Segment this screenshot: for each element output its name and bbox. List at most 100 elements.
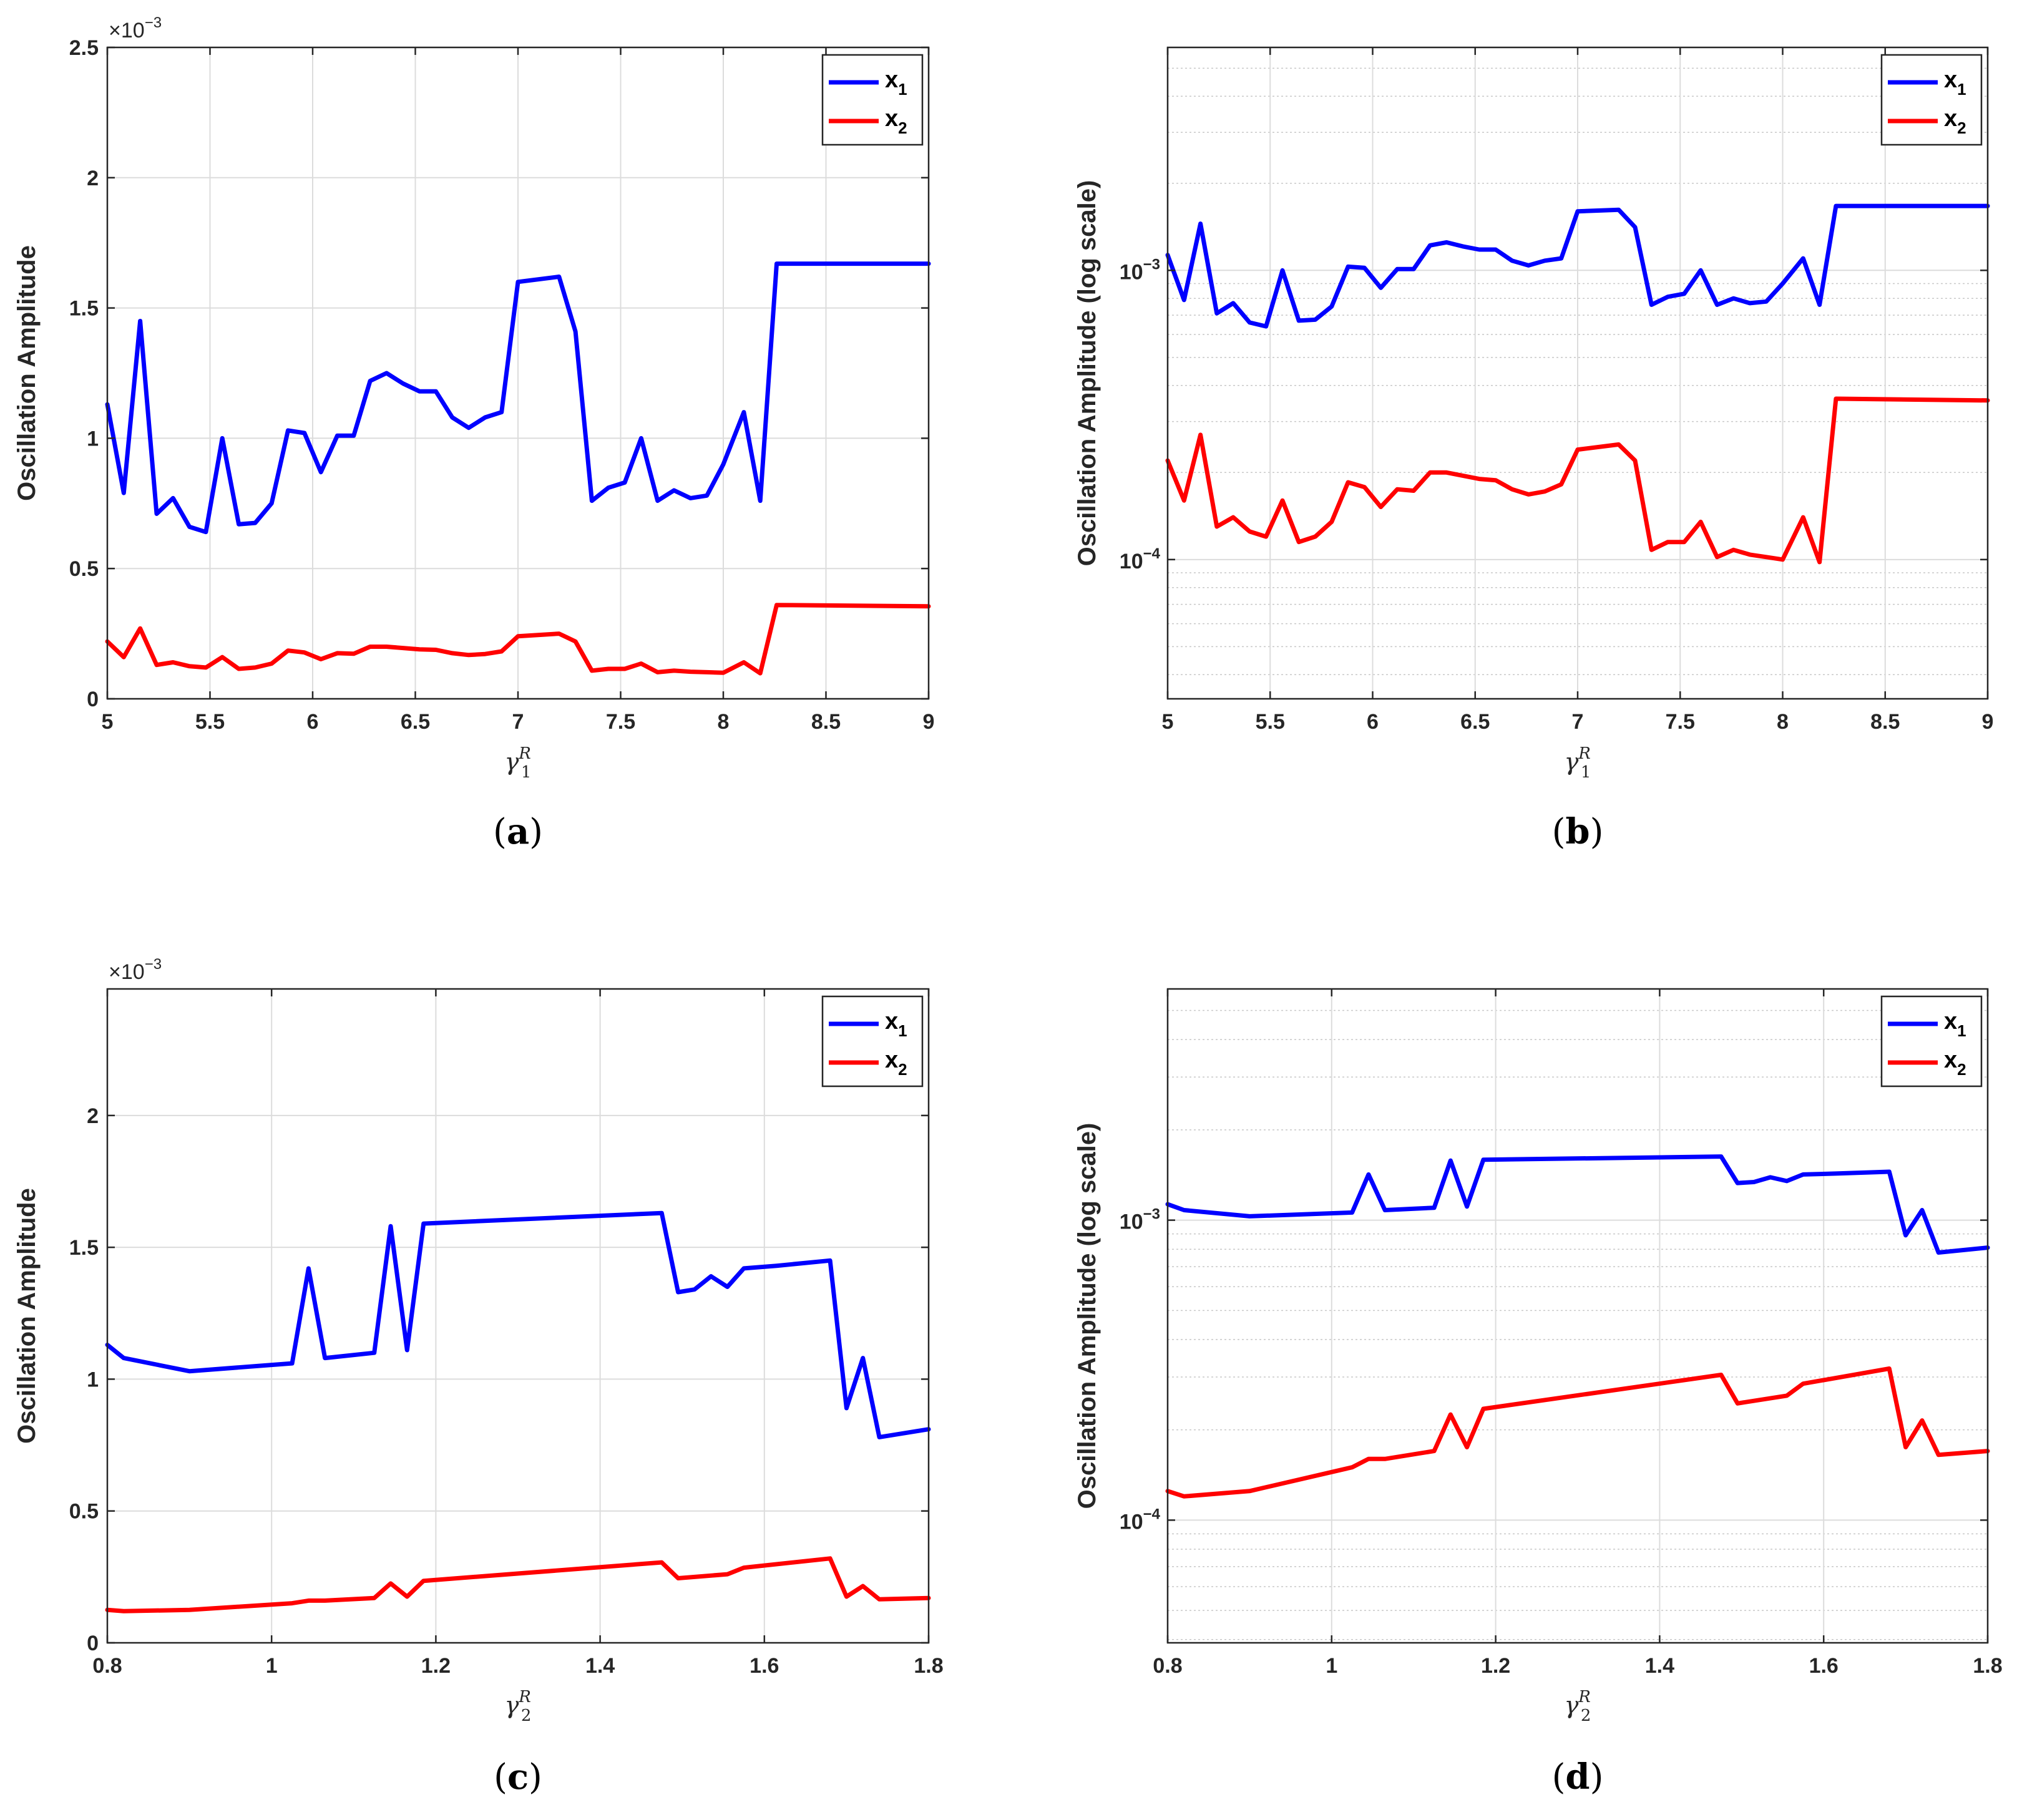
legend-label-x1: x1	[1944, 1008, 1966, 1040]
panel-paren-open: (	[1552, 1757, 1566, 1798]
x-tick-label: 5	[1162, 710, 1174, 734]
legend-label-x1: x1	[1944, 67, 1966, 99]
y-axis-label: Oscillation Amplitude	[13, 245, 41, 501]
x-tick-label: 1.8	[914, 1654, 943, 1678]
x-tick-label: 1.2	[421, 1654, 451, 1678]
x-tick-label: 8	[1777, 710, 1789, 734]
x-tick-label: 6.5	[1460, 710, 1490, 734]
panel-label: (c)	[494, 1756, 542, 1798]
y-tick-label: 0	[87, 1632, 99, 1655]
panel-paren-open: (	[1552, 812, 1566, 852]
y-tick-power: −4	[1143, 545, 1161, 562]
legend-label-x2: x2	[1944, 105, 1966, 137]
x-tick-label: 6.5	[401, 710, 430, 734]
legend-label-x2: x2	[885, 1047, 907, 1079]
series-line-x2	[105, 603, 931, 676]
y-axis-label: Oscillation Amplitude (log scale)	[1073, 1123, 1101, 1509]
panel-letter: a	[507, 811, 529, 852]
y-tick-base: 10	[1120, 550, 1143, 573]
x-tick-label: 1	[266, 1654, 278, 1678]
y-tick-label: 1	[87, 427, 99, 450]
plot-area	[107, 989, 929, 1643]
x-tick-label: 0.8	[1153, 1654, 1182, 1678]
legend-box	[821, 54, 924, 146]
legend-subscript: 1	[898, 80, 907, 99]
x-tick-label: 7	[512, 710, 524, 734]
legend-subscript: 2	[1957, 119, 1966, 137]
x-tick-label: 5.5	[1256, 710, 1285, 734]
axes-box	[1166, 988, 1989, 1644]
chart-panel-c: 0.8 1 1.2 1.4 1.6 1.8 0 0.5 1 1.5 2 ×10−3 Oscillatio…	[13, 956, 944, 1798]
x-axis-label: γR 1	[1565, 744, 1591, 782]
y-tick-label: 2	[87, 167, 99, 190]
x-axis-subscript: 1	[1581, 763, 1591, 782]
y-tick-label: 1.5	[69, 297, 99, 321]
y-tick-power: −3	[1143, 256, 1160, 273]
x-tick-label: 5	[102, 710, 114, 734]
y-tick-label: 10−3	[1120, 1206, 1160, 1234]
x-tick-label: 1.2	[1481, 1654, 1510, 1678]
y-exponent-label: ×10−3	[109, 956, 162, 984]
y-axis-label: Oscillation Amplitude (log scale)	[1073, 180, 1101, 567]
series-line-x2	[105, 1556, 931, 1613]
y-tick-label: 10−3	[1120, 256, 1160, 284]
y-tick-base: 10	[1120, 260, 1143, 284]
x-tick-label: 6	[307, 710, 319, 734]
x-tick-label: 7	[1572, 710, 1584, 734]
x-tick-label: 1.6	[750, 1654, 779, 1678]
x-axis-superscript: R	[518, 744, 531, 763]
series-line-x1	[105, 261, 931, 535]
panel-letter: c	[507, 1756, 529, 1798]
panel-label: (d)	[1552, 1756, 1604, 1798]
legend-label-x2: x2	[1944, 1047, 1966, 1079]
x-axis-symbol: γ	[1565, 748, 1579, 776]
legend-box	[1880, 54, 1983, 146]
series-line-x1	[1165, 203, 1990, 329]
x-tick-label: 1.8	[1973, 1654, 2002, 1678]
y-exponent-base: ×10	[109, 19, 145, 42]
x-tick-label: 0.8	[92, 1654, 122, 1678]
x-axis-symbol: γ	[505, 1691, 519, 1719]
series-line-x1	[105, 1210, 931, 1439]
legend: x1 x2	[1880, 995, 1983, 1088]
x-tick-label: 6	[1367, 710, 1379, 734]
x-tick-label: 9	[923, 710, 935, 734]
legend: x1 x2	[821, 54, 924, 146]
x-axis-superscript: R	[518, 1688, 531, 1706]
x-axis-superscript: R	[1578, 1688, 1591, 1706]
panel-letter: b	[1565, 811, 1590, 852]
legend-label-x1: x1	[885, 67, 907, 99]
panel-label: (b)	[1552, 811, 1604, 852]
y-exponent-power: −3	[145, 956, 162, 973]
legend-symbol: x	[885, 1047, 898, 1073]
panel-paren-open: (	[494, 1757, 507, 1798]
x-tick-label: 1	[1326, 1654, 1337, 1678]
x-tick-label: 1.4	[585, 1654, 615, 1678]
y-tick-label: 1	[87, 1368, 99, 1391]
y-tick-label: 10−4	[1120, 1506, 1161, 1534]
x-tick-label: 7.5	[1666, 710, 1695, 734]
legend-subscript: 2	[1957, 1060, 1966, 1079]
legend-label-x2: x2	[885, 105, 907, 137]
x-tick-label: 7.5	[606, 710, 635, 734]
x-axis-subscript: 2	[521, 1706, 532, 1725]
panel-paren-close: )	[529, 1757, 542, 1798]
legend-subscript: 1	[898, 1021, 907, 1040]
x-axis-label: γR 2	[505, 1688, 532, 1725]
panel-paren-open: (	[493, 812, 507, 852]
series-line-x2	[1165, 396, 1990, 565]
series-line-x2	[1165, 1366, 1990, 1499]
x-tick-label: 5.5	[195, 710, 225, 734]
y-tick-label: 0.5	[69, 1500, 99, 1524]
series-line-x1	[1165, 1154, 1990, 1255]
y-axis-label: Oscillation Amplitude	[13, 1188, 41, 1444]
x-axis-subscript: 2	[1581, 1706, 1591, 1725]
x-tick-label: 8.5	[1870, 710, 1900, 734]
panel-letter: d	[1565, 1756, 1590, 1798]
x-tick-label: 8.5	[811, 710, 841, 734]
legend-subscript: 2	[898, 1060, 907, 1079]
x-axis-label: γR 2	[1565, 1688, 1591, 1725]
x-tick-label: 1.4	[1645, 1654, 1674, 1678]
